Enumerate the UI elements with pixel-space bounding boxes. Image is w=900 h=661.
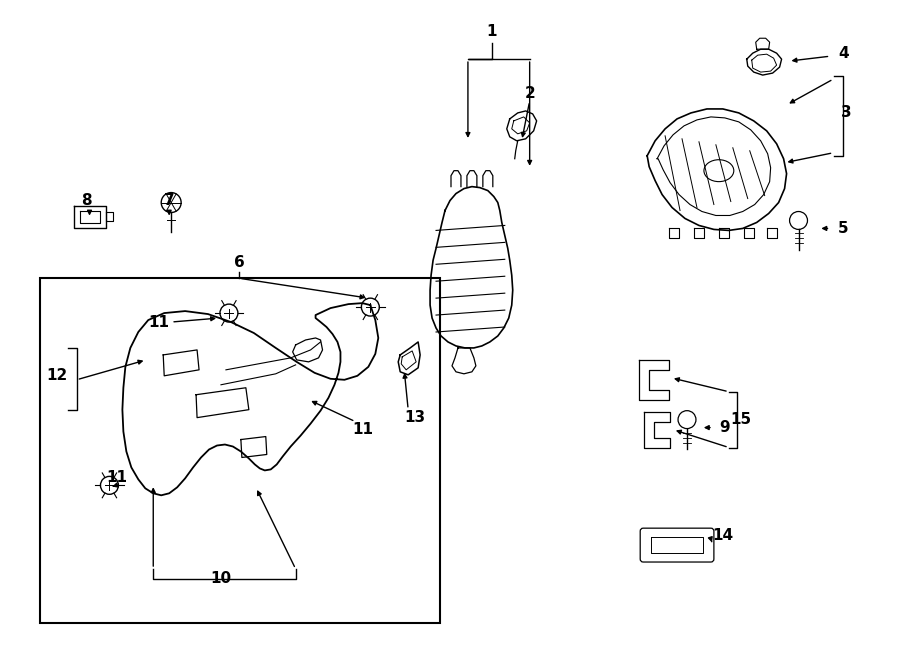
Text: 8: 8 (81, 193, 92, 208)
Text: 9: 9 (719, 420, 730, 435)
Text: 15: 15 (730, 412, 752, 427)
Text: 5: 5 (838, 221, 849, 236)
Text: 10: 10 (211, 572, 231, 586)
Text: 7: 7 (164, 193, 175, 208)
Text: 1: 1 (487, 24, 497, 39)
Text: 11: 11 (352, 422, 373, 437)
Bar (40, 278, 440, 623)
Text: 11: 11 (148, 315, 170, 330)
Text: 2: 2 (525, 85, 535, 100)
Text: 13: 13 (405, 410, 426, 425)
Text: 14: 14 (712, 527, 733, 543)
Text: 6: 6 (233, 254, 244, 270)
Text: 4: 4 (838, 46, 849, 61)
Text: 11: 11 (106, 470, 127, 485)
Text: 3: 3 (841, 105, 851, 120)
Text: 12: 12 (46, 368, 68, 383)
